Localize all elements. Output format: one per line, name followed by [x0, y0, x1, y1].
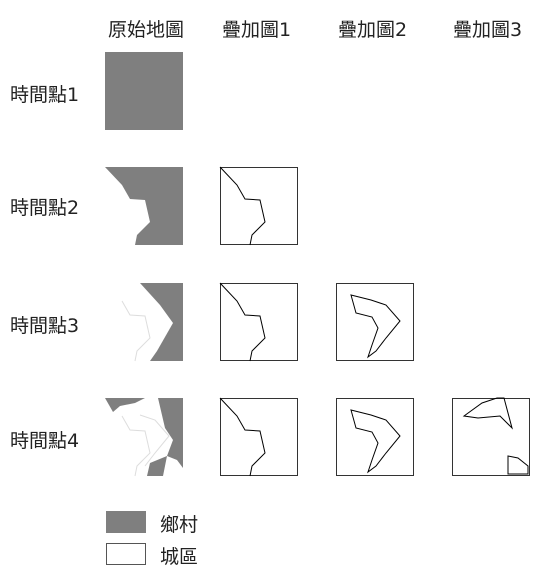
urban-area [105, 167, 150, 245]
map-timepoint-4-original [105, 398, 183, 477]
overlay-3-timepoint-4 [452, 397, 530, 476]
column-header-overlay-2: 疊加圖2 [338, 19, 408, 41]
overlay-2-timepoint-3 [336, 283, 414, 361]
row-label-timepoint-3: 時間點3 [10, 315, 80, 337]
map-timepoint-2-original [105, 167, 183, 245]
legend-label-urban: 城區 [160, 546, 199, 568]
expansion-outline [350, 409, 401, 474]
urban-area-corner [163, 456, 183, 476]
faint-previous-outline-2 [139, 414, 170, 467]
overlay-2-timepoint-4 [336, 398, 414, 476]
map-timepoint-1-original [105, 52, 183, 130]
column-header-overlay-1: 疊加圖1 [222, 19, 292, 41]
row-label-timepoint-1: 時間點1 [10, 84, 80, 106]
tile-frame [220, 283, 298, 361]
overlay-1-timepoint-3 [219, 282, 298, 362]
legend-swatch-rural [106, 511, 146, 533]
map-timepoint-3-original [105, 283, 183, 362]
column-header-original-map: 原始地圖 [108, 19, 185, 41]
corner-outline [507, 455, 529, 475]
legend-label-rural: 鄉村 [160, 514, 199, 536]
faint-previous-outline [121, 415, 151, 477]
row-label-timepoint-2: 時間點2 [10, 197, 80, 219]
urban-area [105, 398, 173, 476]
urban-area [105, 283, 173, 361]
expansion-outline [462, 397, 513, 430]
faint-previous-outline [121, 300, 151, 362]
tile-frame [336, 283, 414, 361]
row-label-timepoint-4: 時間點4 [10, 430, 80, 452]
overlay-1-timepoint-2 [219, 166, 298, 246]
tile-frame [220, 398, 298, 476]
expansion-outline [350, 294, 401, 359]
rural-area [105, 52, 183, 130]
urban-outline [219, 397, 266, 477]
tile-frame [220, 167, 298, 245]
legend-swatch-urban [106, 543, 146, 565]
tile-frame [452, 398, 530, 476]
urban-outline [219, 282, 266, 362]
column-header-overlay-3: 疊加圖3 [453, 19, 523, 41]
overlay-1-timepoint-4 [219, 397, 298, 477]
urban-outline [219, 166, 266, 246]
